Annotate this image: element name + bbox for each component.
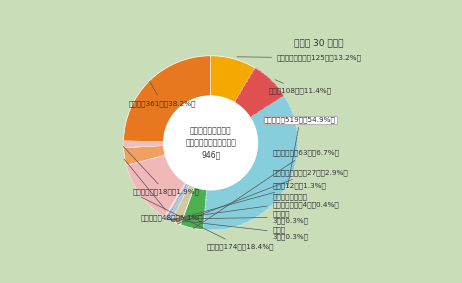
- Text: 病気・身体不自由125人（13.2%）: 病気・身体不自由125人（13.2%）: [237, 55, 362, 61]
- Wedge shape: [166, 183, 187, 218]
- Circle shape: [164, 96, 257, 190]
- Text: 持ち出し品・服装
に気をとられて4人（0.4%）: 持ち出し品・服装 に気をとられて4人（0.4%）: [168, 194, 340, 220]
- Wedge shape: [164, 183, 186, 217]
- Wedge shape: [123, 56, 211, 142]
- Wedge shape: [165, 183, 187, 218]
- Wedge shape: [203, 96, 298, 230]
- Wedge shape: [171, 185, 195, 225]
- Text: 狼狗して
3人（0.3%）: 狼狗して 3人（0.3%）: [167, 210, 309, 224]
- Text: 泥酔　12人（1.3%）: 泥酔 12人（1.3%）: [171, 182, 327, 221]
- Text: 延焼拡大が早63人（6.7%）: 延焼拡大が早63人（6.7%）: [194, 149, 340, 229]
- Wedge shape: [235, 68, 284, 117]
- Text: 熟睐　108人（11.4%）: 熟睐 108人（11.4%）: [268, 80, 332, 94]
- Wedge shape: [123, 141, 164, 148]
- Text: その他　174人（18.4%）: その他 174人（18.4%）: [141, 197, 274, 250]
- Wedge shape: [181, 187, 207, 230]
- Wedge shape: [211, 56, 255, 103]
- Text: 出火後再進入18人（1.9%）: 出火後再進入18人（1.9%）: [123, 146, 199, 195]
- Wedge shape: [124, 145, 165, 165]
- Text: 消火しようとしぶ27人（2.9%）: 消火しようとしぶ27人（2.9%）: [177, 169, 348, 224]
- Wedge shape: [167, 184, 189, 221]
- Text: 乳幼児
3人（0.3%）: 乳幼児 3人（0.3%）: [166, 219, 309, 241]
- Text: 着衣着火　48人（5.1%）: 着衣着火 48人（5.1%）: [124, 159, 204, 221]
- Wedge shape: [127, 155, 186, 216]
- Text: 逃げ遅れ　519人（54.9%）: 逃げ遅れ 519人（54.9%）: [264, 117, 336, 186]
- Text: （平成 30 年中）: （平成 30 年中）: [294, 38, 344, 47]
- Text: 住宅火災による死者
（放火自殺者等を除く）
946人: 住宅火災による死者 （放火自殺者等を除く） 946人: [185, 127, 236, 159]
- Text: その他　361人（38.2%）: その他 361人（38.2%）: [129, 82, 196, 107]
